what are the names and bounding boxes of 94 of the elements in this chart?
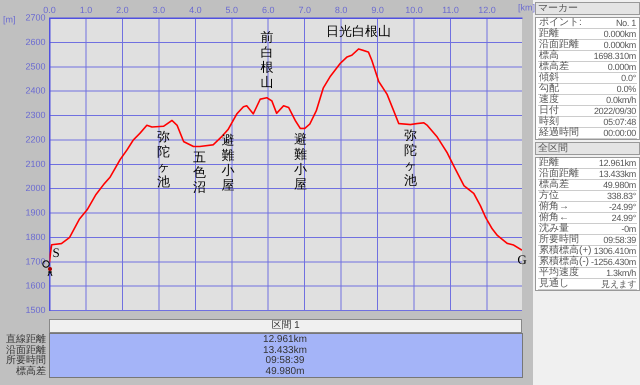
text: 時刻 <box>539 116 559 127</box>
x-tick-label: 7.0 <box>298 5 311 16</box>
text: 傾斜 <box>539 72 559 83</box>
y-axis-title: [m] <box>3 14 16 24</box>
x-axis-title: [km] <box>518 2 535 12</box>
y-tick-label: 1800 <box>25 232 46 242</box>
text: 勾配 <box>539 83 559 94</box>
text: 見通し <box>539 278 569 289</box>
text: 1306.410m <box>594 246 636 256</box>
annotation: 前白根山 <box>260 30 274 90</box>
annotation: 避難小屋 <box>294 131 307 192</box>
text: 12.961km <box>262 334 308 345</box>
text: 1698.310m <box>594 51 636 61</box>
text: 全区間 <box>535 142 640 155</box>
text: No. 1 <box>616 18 636 28</box>
text: 2022/09/30 <box>594 106 636 116</box>
text: 距離 <box>539 157 559 168</box>
text: 05:07:48 <box>603 117 636 127</box>
x-tick-label: 6.0 <box>262 5 274 16</box>
text: 沿面距離 <box>539 39 579 50</box>
text: 0.000km <box>604 29 636 39</box>
text: 49.980m <box>264 366 306 376</box>
text: 24.99° <box>612 213 636 223</box>
text: 338.83° <box>606 191 636 201</box>
text: 沿面距離 <box>5 344 46 356</box>
x-tick-label: 5.0 <box>226 5 238 16</box>
x-tick-label: 11.0 <box>442 5 459 16</box>
y-tick-label: 1600 <box>25 280 46 291</box>
text: 俯角→ <box>539 201 569 212</box>
text: 経過時間 <box>539 127 579 138</box>
y-tick-label: 1500 <box>25 305 46 316</box>
annotation: 避難小屋 <box>222 132 235 192</box>
text: 標高差 <box>539 179 569 190</box>
annotation: S <box>52 245 60 260</box>
text: 平均速度 <box>539 267 579 278</box>
x-tick-label: 8.0 <box>334 5 348 16</box>
annotation: 弥陀ヶ池 <box>157 129 170 190</box>
y-tick-label: 1700 <box>25 256 46 266</box>
text: -24.99° <box>608 202 636 212</box>
text: 標高差 <box>539 61 569 72</box>
y-tick-label: 1900 <box>25 208 46 218</box>
y-tick-label: 2100 <box>25 158 46 169</box>
text: 累積標高(+) <box>539 245 592 256</box>
text: 所要時間 <box>5 355 46 366</box>
text: 1.3km/h <box>606 268 636 278</box>
text: 0.000km <box>604 40 636 50</box>
text: 俯角← <box>539 212 569 223</box>
text: 距離 <box>539 28 559 39</box>
text: 見えます <box>601 279 636 289</box>
text: 所要時間 <box>539 234 579 245</box>
text: 12.961km <box>598 158 636 168</box>
x-tick-label: 12.0 <box>478 5 496 16</box>
text: 00:00:00 <box>603 128 636 138</box>
x-tick-label: 2.0 <box>116 5 129 16</box>
text: -0m <box>621 224 636 234</box>
text: 13.433km <box>598 169 636 179</box>
text: 49.980m <box>603 180 636 190</box>
text: 0.0% <box>616 84 636 94</box>
text: マーカー <box>535 2 640 15</box>
text: ポイント: <box>539 17 582 28</box>
text: 標高差 <box>15 366 46 376</box>
text: 区間 1 <box>49 319 522 333</box>
text: 0.0° <box>621 73 636 83</box>
y-tick-label: 2000 <box>25 183 46 194</box>
text: 13.433km <box>262 344 308 356</box>
text: 09:58:39 <box>264 355 306 366</box>
annotation: 五色沼 <box>193 149 206 194</box>
text: -1256.430m <box>590 257 636 267</box>
y-tick-label: 2600 <box>25 36 46 47</box>
text: 方位 <box>539 190 559 201</box>
y-tick-label: 2400 <box>25 86 46 96</box>
annotation: G <box>517 252 527 268</box>
text: 累積標高(-) <box>539 256 589 267</box>
y-tick-label: 2200 <box>25 134 46 144</box>
text: 日付 <box>539 105 559 116</box>
x-tick-label: 3.0 <box>152 5 166 16</box>
text: 0.000m <box>608 62 636 72</box>
y-tick-label: 2700 <box>25 12 46 22</box>
annotation: 弥陀ヶ池 <box>404 127 417 188</box>
text: 沿面距離 <box>539 168 579 179</box>
text: 速度 <box>539 94 559 105</box>
text: 沈み量 <box>539 223 569 234</box>
text: 標高 <box>539 50 559 61</box>
x-tick-label: 9.0 <box>371 5 384 16</box>
x-tick-label: 4.0 <box>189 5 202 16</box>
x-tick-label: 0.0 <box>43 5 56 16</box>
text: 直線距離 <box>5 334 46 345</box>
y-tick-label: 2300 <box>25 110 46 120</box>
x-tick-label: 1.0 <box>80 5 92 16</box>
annotation: 日光白根山 <box>326 23 392 38</box>
y-tick-label: 2500 <box>25 61 46 72</box>
text: 0.0km/h <box>606 95 636 105</box>
x-tick-label: 10.0 <box>405 5 423 16</box>
text: 09:58:39 <box>603 235 636 245</box>
